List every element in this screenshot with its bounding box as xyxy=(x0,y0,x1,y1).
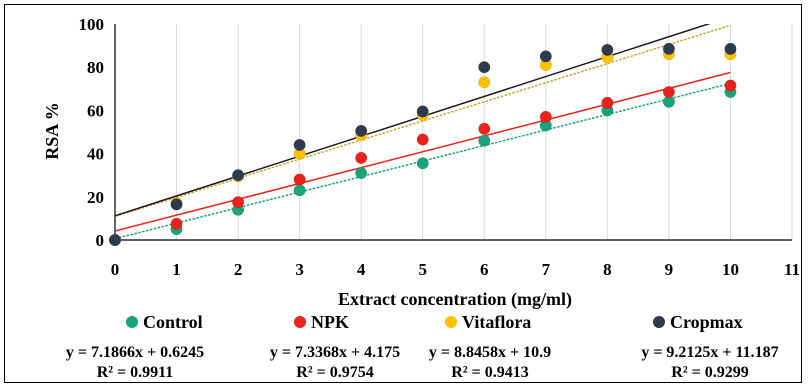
x-tick-label-8: 8 xyxy=(603,260,612,279)
legend: Control y = 7.1866x + 0.6245 R² = 0.9911 NP… xyxy=(66,312,779,381)
legend-marker-npk xyxy=(294,316,306,328)
data-point-npk-9 xyxy=(662,85,675,99)
data-point-npk-1 xyxy=(170,217,183,230)
tick-label-layer: 0 20 40 60 80 100 0 1 2 3 4 5 6 7 8 9 10 11 xyxy=(79,15,801,279)
legend-label-cropmax: Cropmax xyxy=(670,312,743,332)
x-tick-label-1: 1 xyxy=(172,260,181,279)
r-squared-control: R² = 0.9911 xyxy=(97,364,174,381)
r-squared-vitaflora: R² = 0.9413 xyxy=(451,364,528,381)
data-point-npk-4 xyxy=(355,151,368,164)
data-point-npk-6 xyxy=(478,122,491,135)
axis-layer xyxy=(114,24,792,241)
data-point-layer xyxy=(108,42,737,247)
y-tick-label-40: 40 xyxy=(87,145,104,164)
data-point-cropmax-5 xyxy=(416,105,429,118)
x-tick-label-9: 9 xyxy=(665,260,674,279)
equation-control: y = 7.1866x + 0.6245 xyxy=(66,344,204,361)
trendline-npk xyxy=(115,71,731,232)
data-point-control-6 xyxy=(478,134,491,147)
data-point-npk-5 xyxy=(416,133,429,146)
x-tick-label-11: 11 xyxy=(784,260,800,279)
x-tick-label-7: 7 xyxy=(542,260,551,279)
y-tick-label-100: 100 xyxy=(79,15,105,34)
data-point-cropmax-2 xyxy=(232,169,245,182)
x-tick-label-3: 3 xyxy=(295,260,304,279)
y-tick-label-0: 0 xyxy=(96,231,105,250)
data-point-npk-8 xyxy=(601,96,614,109)
data-point-cropmax-9 xyxy=(662,42,675,55)
legend-label-npk: NPK xyxy=(311,312,349,332)
data-point-cropmax-10 xyxy=(724,42,737,55)
legend-marker-vitaflora xyxy=(445,316,457,328)
x-tick-label-10: 10 xyxy=(722,260,739,279)
data-point-npk-3 xyxy=(293,173,306,186)
r-squared-npk: R² = 0.9754 xyxy=(296,364,373,381)
x-tick-label-4: 4 xyxy=(357,260,366,279)
equation-vitaflora: y = 8.8458x + 10.9 xyxy=(429,344,551,361)
x-tick-label-2: 2 xyxy=(234,260,243,279)
y-tick-label-80: 80 xyxy=(87,58,104,77)
data-point-vitaflora-6 xyxy=(478,76,491,89)
y-tick-label-20: 20 xyxy=(87,188,104,207)
legend-marker-cropmax xyxy=(653,316,665,328)
data-point-cropmax-8 xyxy=(601,43,614,56)
legend-label-control: Control xyxy=(143,312,203,332)
y-axis-title: RSA % xyxy=(42,102,62,160)
data-point-cropmax-1 xyxy=(170,198,183,211)
data-point-npk-7 xyxy=(539,110,552,123)
x-axis-title: Extract concentration (mg/ml) xyxy=(338,289,572,310)
equation-cropmax: y = 9.2125x + 11.187 xyxy=(641,344,778,361)
y-tick-label-60: 60 xyxy=(87,101,104,120)
data-point-control-4 xyxy=(355,166,368,180)
data-point-cropmax-7 xyxy=(539,50,552,63)
legend-label-vitaflora: Vitaflora xyxy=(462,312,531,332)
data-point-npk-10 xyxy=(724,79,737,92)
data-point-cropmax-3 xyxy=(293,138,306,152)
x-tick-label-5: 5 xyxy=(418,260,427,279)
data-point-control-3 xyxy=(293,184,306,197)
trendline-vitaflora xyxy=(115,24,731,218)
equation-npk: y = 7.3368x + 4.175 xyxy=(270,344,400,361)
legend-marker-control xyxy=(126,316,138,328)
r-squared-cropmax: R² = 0.9299 xyxy=(671,364,748,381)
data-point-npk-2 xyxy=(232,196,245,209)
x-tick-label-0: 0 xyxy=(111,260,120,279)
x-tick-label-6: 6 xyxy=(480,260,489,279)
data-point-cropmax-6 xyxy=(478,61,491,74)
data-point-control-5 xyxy=(416,157,429,170)
data-point-cropmax-0 xyxy=(108,233,122,247)
data-point-cropmax-4 xyxy=(355,124,368,137)
